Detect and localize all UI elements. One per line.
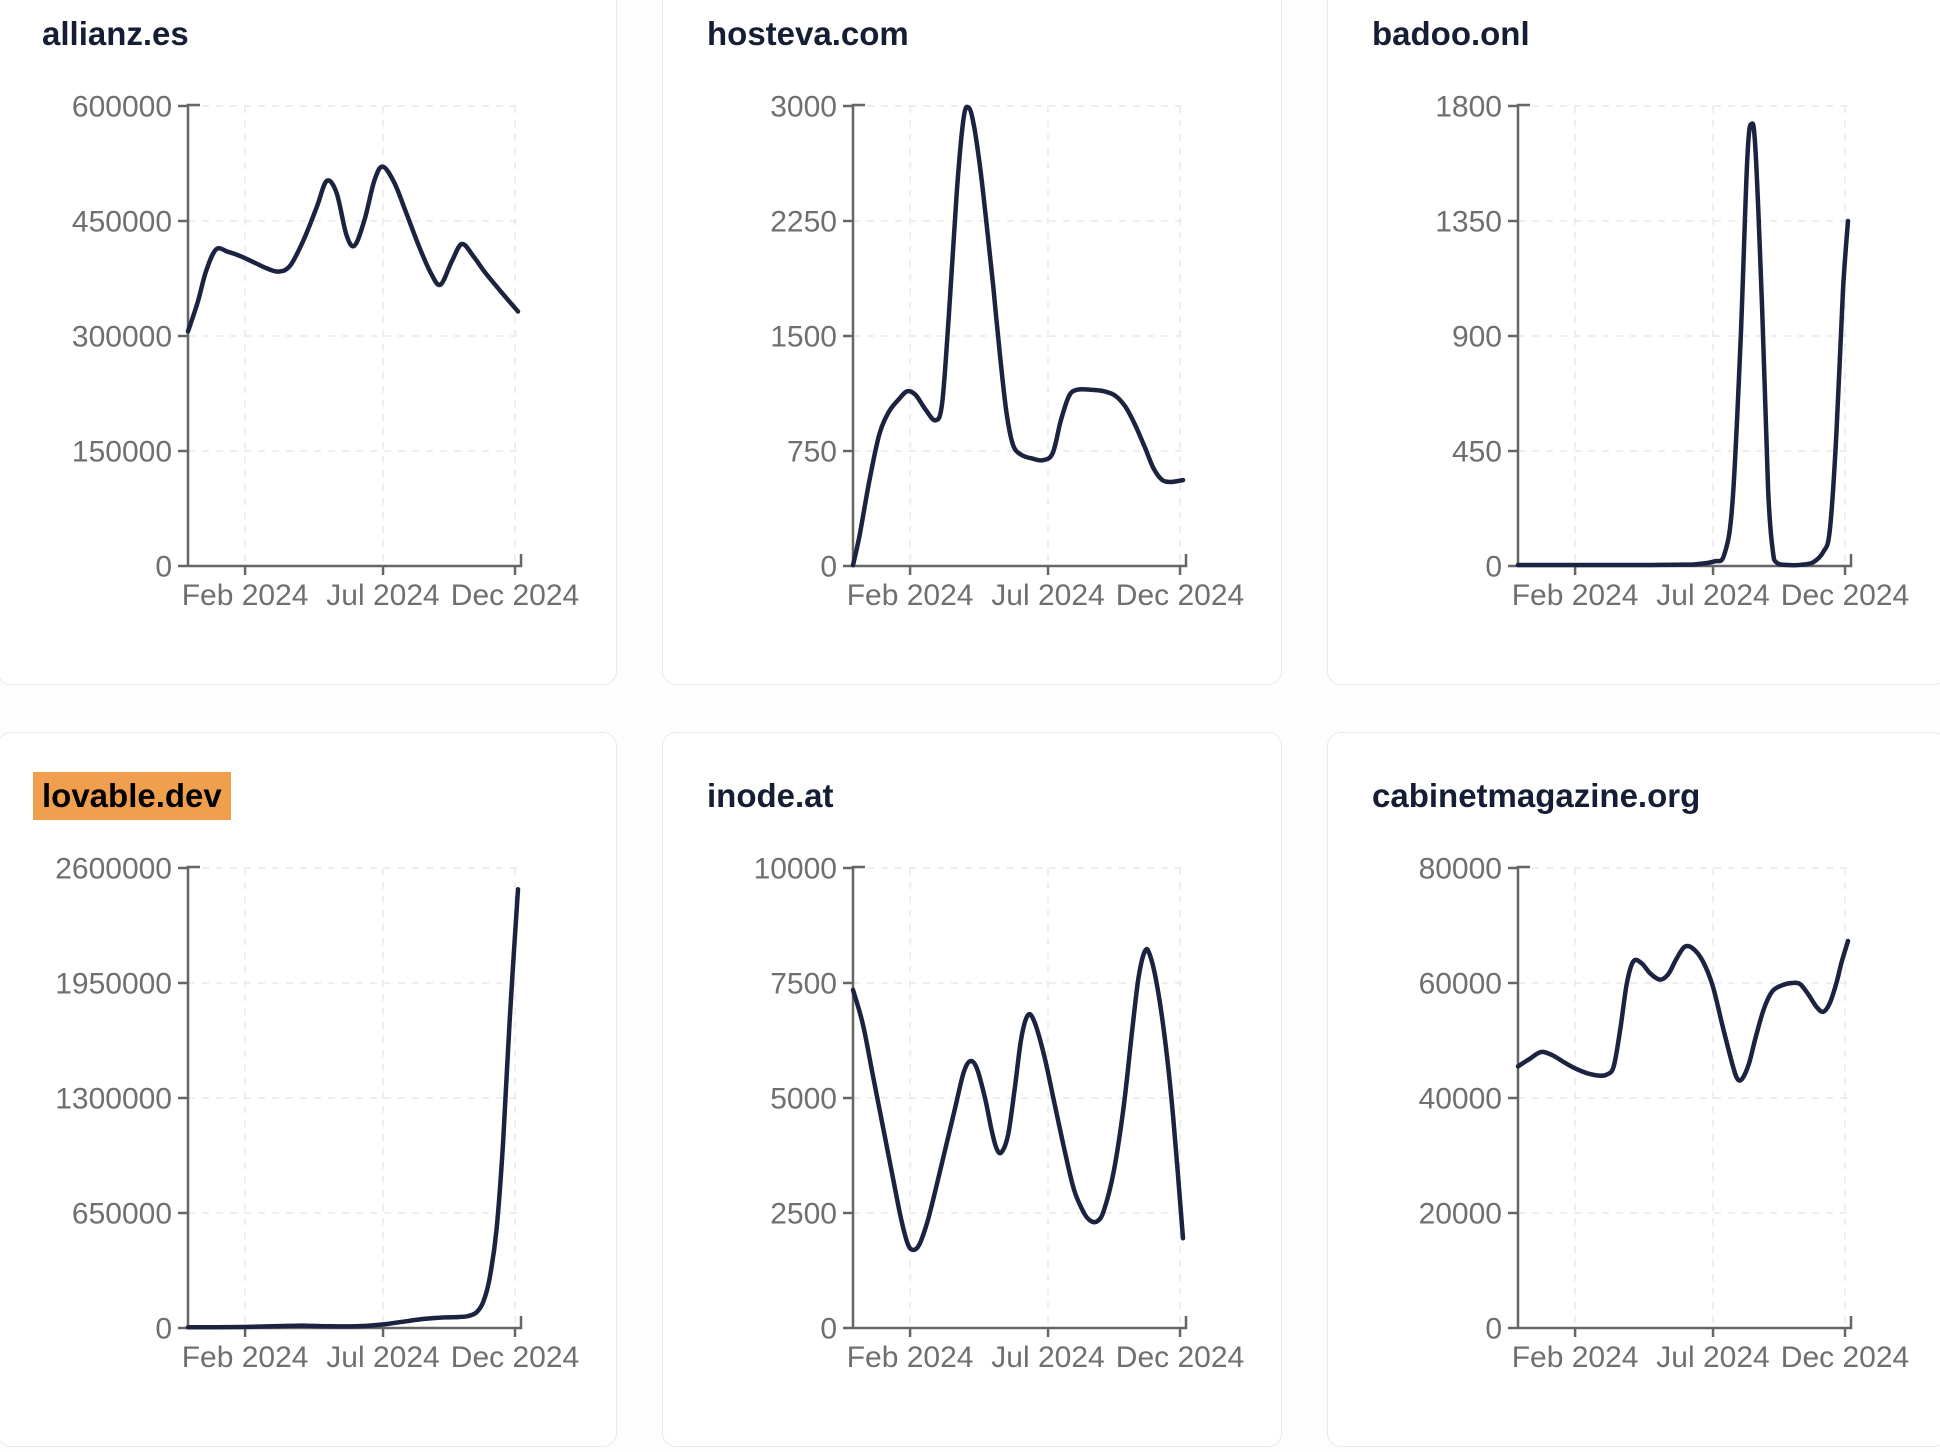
y-tick-label: 300000	[72, 321, 172, 354]
x-axis: Feb 2024 Jul 2024 Dec 2024	[847, 1316, 1244, 1374]
y-axis: 0 750 1500 2250 3000	[770, 91, 865, 584]
line-chart: 0 150000 300000 450000 600000 Feb 2024 Jul 202…	[72, 91, 579, 613]
gridlines	[853, 867, 1186, 1328]
x-tick-label: Feb 2024	[847, 579, 974, 612]
y-axis: 0 150000 300000 450000 600000	[72, 91, 200, 584]
y-tick-label: 80000	[1419, 853, 1502, 886]
y-tick-label: 1350	[1435, 206, 1502, 239]
x-tick-label: Jul 2024	[991, 1341, 1104, 1374]
y-tick-label: 450000	[72, 206, 172, 239]
x-tick-label: Jul 2024	[1656, 1341, 1769, 1374]
x-tick-label: Jul 2024	[1656, 579, 1769, 612]
x-axis: Feb 2024 Jul 2024 Dec 2024	[182, 554, 579, 612]
x-tick-label: Feb 2024	[847, 1341, 974, 1374]
y-tick-label: 450	[1452, 436, 1502, 469]
x-tick-label: Jul 2024	[991, 579, 1104, 612]
chart-card: allianz.es 0 150000 300000 450000 600000 Feb 2…	[0, 0, 617, 685]
y-tick-label: 1800	[1435, 91, 1502, 124]
chart-card: inode.at 0 2500 5000 7500 10000 Feb 2024 Jul 20…	[662, 732, 1282, 1447]
y-tick-label: 0	[155, 551, 172, 584]
y-tick-label: 150000	[72, 436, 172, 469]
chart-card: lovable.dev 0 650000 1300000 1950000 2600000 F…	[0, 732, 617, 1447]
chart-title: hosteva.com	[707, 15, 909, 52]
gridlines	[853, 105, 1186, 566]
y-tick-label: 20000	[1419, 1198, 1502, 1231]
y-tick-label: 2600000	[55, 853, 172, 886]
chart-title: badoo.onl	[1372, 15, 1530, 52]
x-tick-label: Feb 2024	[1512, 1341, 1639, 1374]
line-chart: 0 20000 40000 60000 80000 Feb 2024 Jul 2024 Dec…	[1419, 853, 1910, 1375]
y-tick-label: 650000	[72, 1198, 172, 1231]
x-tick-label: Dec 2024	[451, 1341, 579, 1374]
line-chart: 0 650000 1300000 1950000 2600000 Feb 2024 Jul …	[55, 853, 579, 1375]
line-chart: 0 2500 5000 7500 10000 Feb 2024 Jul 2024 Dec 20…	[754, 853, 1245, 1375]
x-tick-label: Dec 2024	[1116, 1341, 1244, 1374]
x-axis: Feb 2024 Jul 2024 Dec 2024	[182, 1316, 579, 1374]
series-line	[185, 164, 521, 334]
y-tick-label: 2250	[770, 206, 837, 239]
chart-card: hosteva.com 0 750 1500 2250 3000 Feb 2024 Jul 2…	[662, 0, 1282, 685]
y-tick-label: 900	[1452, 321, 1502, 354]
y-tick-label: 0	[155, 1313, 172, 1346]
x-tick-label: Feb 2024	[182, 1341, 309, 1374]
series-line	[850, 946, 1186, 1253]
x-tick-label: Feb 2024	[1512, 579, 1639, 612]
gridlines	[1518, 867, 1851, 1328]
y-tick-label: 0	[820, 551, 837, 584]
series-line	[850, 104, 1186, 568]
y-tick-label: 7500	[770, 968, 837, 1001]
y-tick-label: 1300000	[55, 1083, 172, 1116]
series-line	[1515, 121, 1851, 568]
y-axis: 0 2500 5000 7500 10000	[754, 853, 865, 1346]
chart-title-highlighted: lovable.dev	[33, 772, 231, 820]
gridlines	[188, 867, 521, 1328]
y-tick-label: 0	[1485, 1313, 1502, 1346]
chart-title: allianz.es	[42, 15, 189, 52]
x-axis: Feb 2024 Jul 2024 Dec 2024	[1512, 554, 1909, 612]
line-chart: 0 450 900 1350 1800 Feb 2024 Jul 2024 Dec 2024	[1435, 91, 1909, 613]
y-tick-label: 600000	[72, 91, 172, 124]
x-tick-label: Dec 2024	[1781, 579, 1909, 612]
x-tick-label: Jul 2024	[326, 579, 439, 612]
y-tick-label: 5000	[770, 1083, 837, 1116]
y-tick-label: 10000	[754, 853, 837, 886]
x-tick-label: Feb 2024	[182, 579, 309, 612]
gridlines	[188, 105, 521, 566]
x-axis: Feb 2024 Jul 2024 Dec 2024	[1512, 1316, 1909, 1374]
y-tick-label: 0	[820, 1313, 837, 1346]
y-tick-label: 1950000	[55, 968, 172, 1001]
gridlines	[1518, 105, 1851, 566]
y-axis: 0 650000 1300000 1950000 2600000	[55, 853, 200, 1346]
chart-card: badoo.onl 0 450 900 1350 1800 Feb 2024 Jul 2024…	[1327, 0, 1940, 685]
series-line	[185, 886, 521, 1330]
y-tick-label: 3000	[770, 91, 837, 124]
y-tick-label: 750	[787, 436, 837, 469]
x-tick-label: Jul 2024	[326, 1341, 439, 1374]
x-tick-label: Dec 2024	[1781, 1341, 1909, 1374]
y-axis: 0 450 900 1350 1800	[1435, 91, 1530, 584]
y-tick-label: 0	[1485, 551, 1502, 584]
y-tick-label: 40000	[1419, 1083, 1502, 1116]
x-tick-label: Dec 2024	[1116, 579, 1244, 612]
chart-title: inode.at	[707, 777, 834, 814]
y-tick-label: 1500	[770, 321, 837, 354]
line-chart: 0 750 1500 2250 3000 Feb 2024 Jul 2024 Dec 2024	[770, 91, 1244, 613]
series-line	[1515, 938, 1851, 1083]
y-axis: 0 20000 40000 60000 80000	[1419, 853, 1530, 1346]
x-tick-label: Dec 2024	[451, 579, 579, 612]
x-axis: Feb 2024 Jul 2024 Dec 2024	[847, 554, 1244, 612]
chart-title: cabinetmagazine.org	[1372, 777, 1701, 814]
y-tick-label: 2500	[770, 1198, 837, 1231]
chart-card: cabinetmagazine.org 0 20000 40000 60000 80000…	[1327, 732, 1940, 1447]
y-tick-label: 60000	[1419, 968, 1502, 1001]
